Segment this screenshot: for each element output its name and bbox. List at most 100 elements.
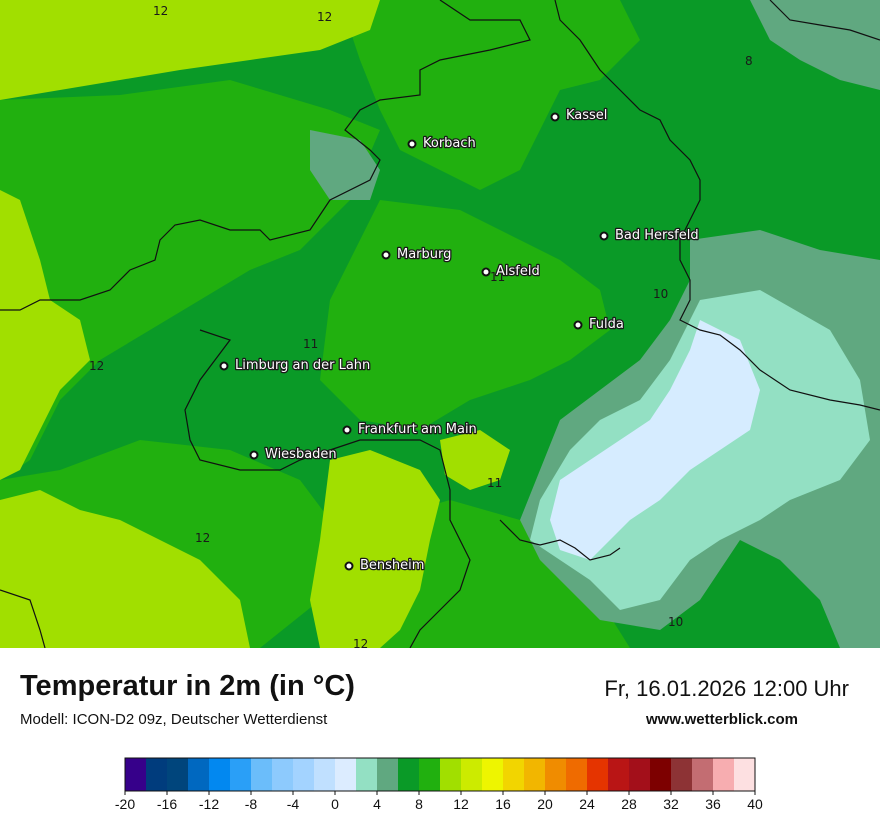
- legend-swatch: [167, 758, 189, 791]
- city-marker-fulda[interactable]: Fulda: [573, 316, 625, 333]
- legend-tick-label: -4: [287, 796, 300, 812]
- legend-tick-label: 4: [373, 796, 381, 812]
- isoline-label: 12: [317, 10, 332, 24]
- legend-tick-label: 24: [579, 796, 595, 812]
- isoline-label: 10: [653, 287, 668, 301]
- legend-swatch: [608, 758, 630, 791]
- legend-swatches: [125, 758, 756, 791]
- isoline-label: 11: [490, 270, 505, 284]
- isoline-label: 12: [89, 359, 104, 373]
- legend-swatch: [230, 758, 252, 791]
- map-title: Temperatur in 2m (in °C): [20, 670, 355, 702]
- legend-swatch: [545, 758, 567, 791]
- temp-zone-12-west: [0, 190, 90, 480]
- city-marker-korbach[interactable]: Korbach: [407, 135, 477, 152]
- legend-swatch: [272, 758, 294, 791]
- forecast-datetime: Fr, 16.01.2026 12:00 Uhr: [604, 676, 849, 701]
- city-label: Bad Hersfeld: [615, 228, 699, 243]
- temp-zone-12-northwest: [0, 0, 380, 100]
- isoline-label: 11: [487, 476, 502, 490]
- legend-swatch: [293, 758, 315, 791]
- temp-zone-10-12-west: [0, 80, 380, 480]
- state-border: [184, 329, 471, 648]
- legend-swatch: [566, 758, 588, 791]
- city-label: Fulda: [589, 317, 624, 332]
- isoline-label: 12: [353, 637, 368, 648]
- temp-zone-0-2: [550, 320, 760, 560]
- state-border: [769, 0, 880, 41]
- legend-swatch: [314, 758, 336, 791]
- legend-tick-label: -12: [199, 796, 219, 812]
- city-label: Frankfurt am Main: [358, 422, 477, 437]
- legend-swatch: [482, 758, 504, 791]
- legend-swatch: [713, 758, 735, 791]
- legend-swatch: [587, 758, 609, 791]
- city-label: Marburg: [397, 247, 451, 262]
- legend-tick-label: -16: [157, 796, 177, 812]
- legend-tick-label: 32: [663, 796, 679, 812]
- temp-zone-10-12-center: [320, 200, 610, 430]
- legend-swatch: [125, 758, 147, 791]
- temp-zone-4-6-northeast: [750, 0, 880, 90]
- legend-tick-label: 40: [747, 796, 763, 812]
- legend-swatch: [440, 758, 462, 791]
- isoline-label: 12: [153, 4, 168, 18]
- city-marker-bensheim[interactable]: Bensheim: [344, 557, 426, 574]
- legend-tick-label: 36: [705, 796, 721, 812]
- temp-zone-4-6-korbach: [310, 130, 380, 200]
- isoline-label: 10: [668, 615, 683, 629]
- website-link[interactable]: www.wetterblick.com: [646, 711, 798, 728]
- isoline-label: 12: [195, 531, 210, 545]
- city-marker-frankfurt[interactable]: Frankfurt am Main: [342, 421, 478, 438]
- legend-tick-label: 20: [537, 796, 553, 812]
- legend-tick-label: 12: [453, 796, 469, 812]
- city-label: Limburg an der Lahn: [235, 358, 370, 373]
- legend-swatch: [209, 758, 231, 791]
- legend-swatch: [524, 758, 546, 791]
- legend-tick-label: 0: [331, 796, 339, 812]
- city-label: Wiesbaden: [265, 447, 337, 462]
- legend-tick-label: 16: [495, 796, 511, 812]
- legend-swatch: [419, 758, 441, 791]
- legend-swatch: [146, 758, 168, 791]
- legend-tick-label: 8: [415, 796, 423, 812]
- state-border: [0, 589, 46, 648]
- city-label: Alsfeld: [496, 264, 540, 279]
- legend-tick-label: -20: [115, 796, 135, 812]
- color-legend: -20 -16 -12 -8 -4 0 4 8 12 16 20 24 28 32 36 40: [115, 757, 763, 812]
- legend-swatch: [671, 758, 693, 791]
- state-border: [554, 0, 880, 411]
- legend-swatch: [335, 758, 357, 791]
- city-marker-kassel[interactable]: Kassel: [550, 107, 609, 124]
- legend-swatch: [398, 758, 420, 791]
- legend-swatch: [188, 758, 210, 791]
- legend-swatch: [377, 758, 399, 791]
- legend-swatch: [356, 758, 378, 791]
- temperature-map: 12 12 8 11 10 11 12 11 12 12 10 Kassel K…: [0, 0, 880, 648]
- city-label: Bensheim: [360, 558, 424, 573]
- temp-zone-12-southwest: [0, 490, 250, 648]
- city-label: Kassel: [566, 108, 607, 123]
- legend-tick-label: 28: [621, 796, 637, 812]
- legend-tick-label: -8: [245, 796, 258, 812]
- isoline-label: 11: [303, 337, 318, 351]
- legend-ticks: -20 -16 -12 -8 -4 0 4 8 12 16 20 24 28 32 36 40: [115, 791, 763, 812]
- legend-swatch: [461, 758, 483, 791]
- isoline-label: 8: [745, 54, 753, 68]
- state-border: [0, 0, 531, 311]
- legend-frame: [124, 757, 756, 792]
- city-marker-alsfeld[interactable]: Alsfeld: [481, 263, 541, 280]
- city-marker-bad-hersfeld[interactable]: Bad Hersfeld: [599, 227, 700, 244]
- city-marker-marburg[interactable]: Marburg: [381, 246, 453, 263]
- legend-swatch: [734, 758, 756, 791]
- legend-swatch: [629, 758, 651, 791]
- state-border: [499, 519, 621, 561]
- legend-swatch: [692, 758, 714, 791]
- temp-zone-12-frankfurt: [440, 430, 510, 490]
- temp-zone-12-rhine: [310, 450, 440, 648]
- city-marker-wiesbaden[interactable]: Wiesbaden: [249, 446, 338, 463]
- city-label: Korbach: [423, 136, 476, 151]
- model-info: Modell: ICON-D2 09z, Deutscher Wetterdie…: [20, 711, 328, 728]
- temp-zone-10-12-southeast: [370, 500, 630, 648]
- city-marker-limburg[interactable]: Limburg an der Lahn: [219, 357, 372, 374]
